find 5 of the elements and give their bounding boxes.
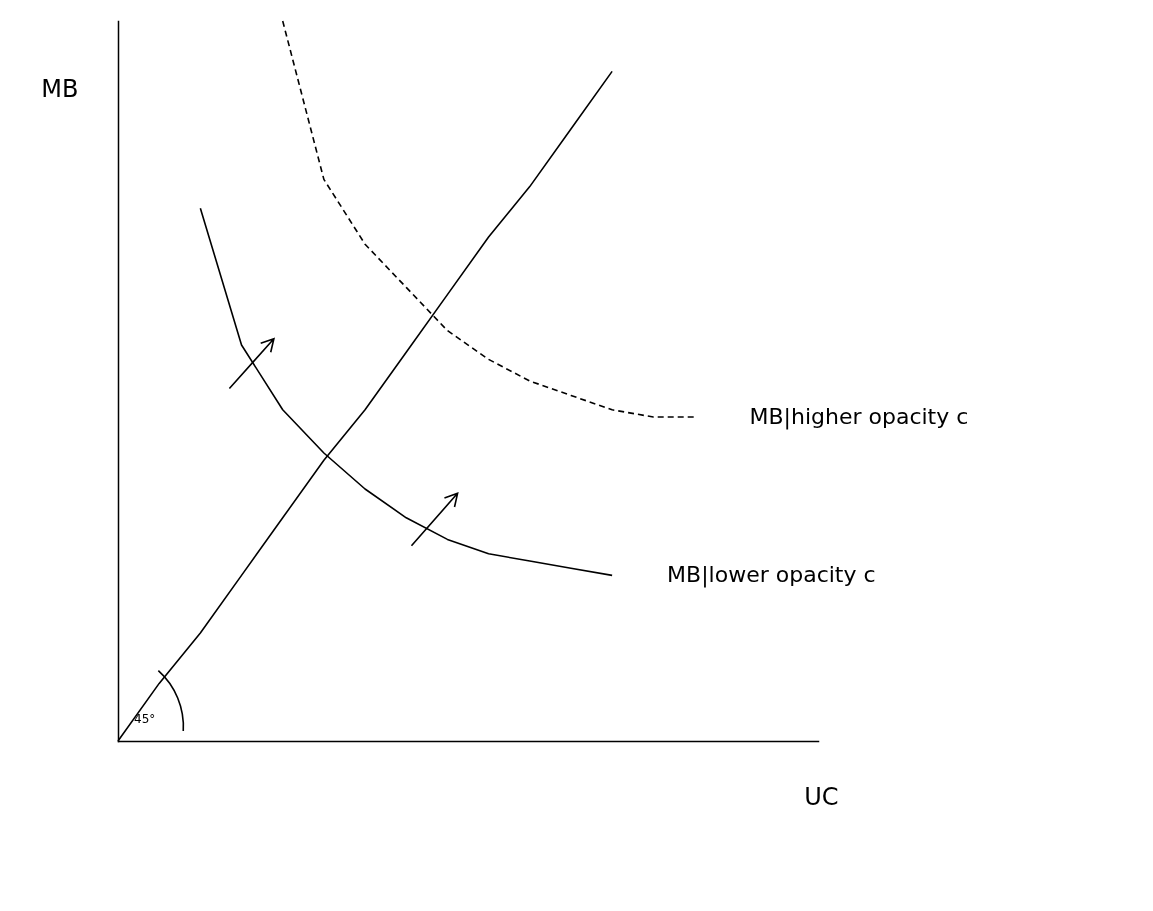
text: MB|lower opacity c [667, 562, 876, 589]
y-axis-title: MB [41, 74, 79, 103]
annotation: 45° [134, 712, 156, 726]
text: MB|higher opacity c [749, 404, 969, 430]
x-axis-title: UC [804, 782, 839, 811]
